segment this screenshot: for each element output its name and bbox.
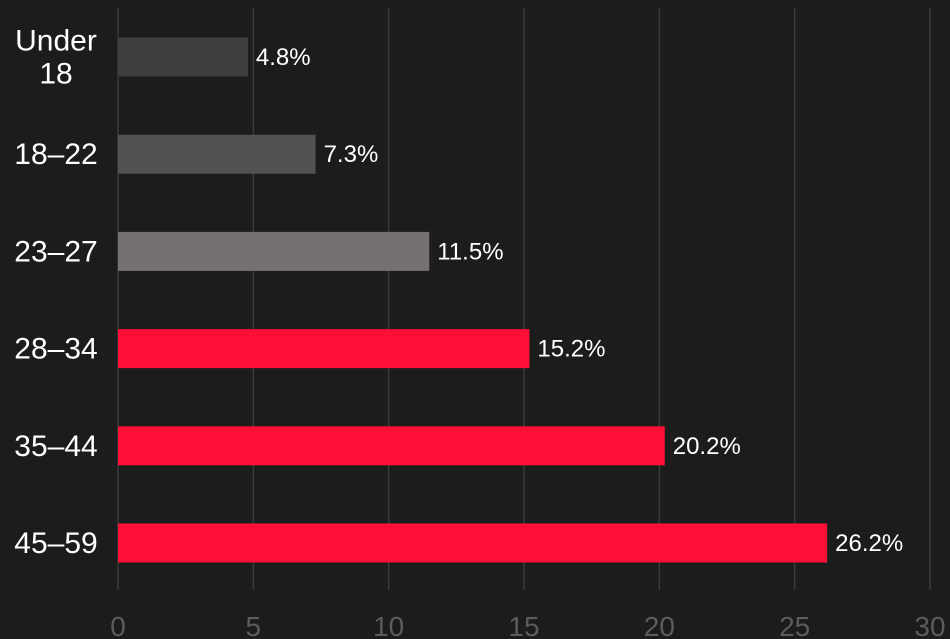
bars — [118, 37, 828, 563]
bar-value-label: 7.3% — [324, 141, 379, 168]
bar — [118, 329, 530, 369]
x-tick-label: 25 — [779, 611, 810, 639]
x-tick-label: 15 — [508, 611, 539, 639]
category-label: Under 18 — [15, 25, 97, 91]
category-label-line: 28–34 — [14, 333, 97, 366]
category-label-line: 18–22 — [14, 138, 97, 171]
category-label-line: 35–44 — [14, 430, 97, 463]
category-label: 18–22 — [14, 138, 97, 171]
category-labels: Under 18 18–22 23–27 28–34 35–44 45–59 — [14, 25, 97, 561]
x-tick-label: 30 — [914, 611, 945, 639]
category-label-line: Under — [15, 25, 97, 58]
bar — [118, 134, 316, 174]
x-axis-tick-labels: 0 5 10 15 20 25 30 — [110, 611, 945, 639]
bar-value-label: 4.8% — [256, 44, 311, 71]
bar-value-label: 11.5% — [437, 238, 503, 265]
category-label-line: 18 — [39, 58, 72, 91]
gridlines — [117, 8, 931, 590]
x-tick-label: 10 — [373, 611, 404, 639]
category-label: 45–59 — [14, 527, 97, 560]
category-label-line: 45–59 — [14, 527, 97, 560]
x-tick-label: 20 — [644, 611, 675, 639]
category-label: 28–34 — [14, 333, 97, 366]
bar-value-label: 20.2% — [673, 433, 741, 460]
category-label: 35–44 — [14, 430, 97, 463]
x-tick-label: 0 — [110, 611, 126, 639]
bar-value-label: 15.2% — [537, 336, 605, 363]
bar — [118, 37, 248, 77]
x-tick-label: 5 — [246, 611, 262, 639]
bar — [118, 523, 828, 563]
bar — [118, 231, 430, 271]
bar-value-label: 26.2% — [835, 530, 903, 557]
category-label-line: 23–27 — [14, 235, 97, 268]
category-label: 23–27 — [14, 235, 97, 268]
value-labels: 4.8% 7.3% 11.5% 15.2% 20.2% 26.2% — [256, 44, 903, 557]
bar — [118, 426, 665, 466]
